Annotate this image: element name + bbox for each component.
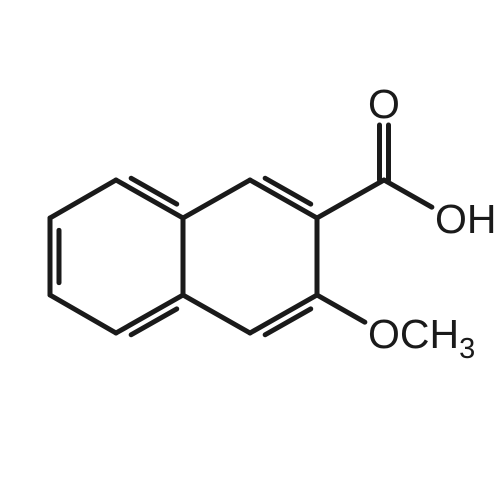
och3_label: OCH3: [368, 311, 475, 365]
molecule-diagram: O OH OCH3: [0, 0, 500, 500]
oh_label: OH: [435, 196, 497, 242]
o_dbl_label: O: [368, 81, 400, 127]
